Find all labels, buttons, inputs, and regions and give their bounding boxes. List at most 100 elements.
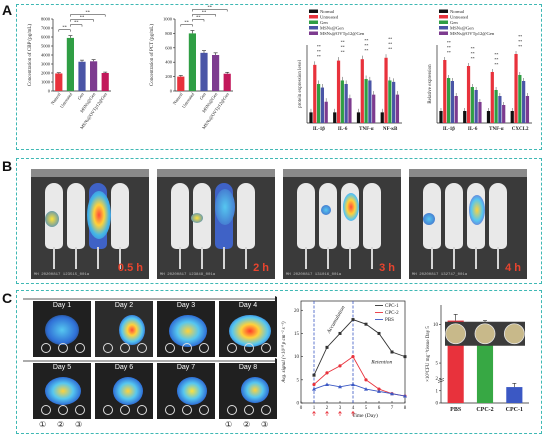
significance-label: ** bbox=[518, 34, 522, 39]
petri-dish bbox=[474, 323, 496, 345]
data-point bbox=[364, 378, 368, 382]
fluorescence-signal bbox=[215, 189, 235, 225]
site-number: ③ bbox=[261, 420, 269, 429]
day-image-3: Day 3 bbox=[157, 301, 215, 357]
bar bbox=[316, 84, 321, 123]
site-circle bbox=[137, 343, 147, 353]
timeline-arrows bbox=[23, 296, 277, 364]
site-circle bbox=[165, 405, 175, 415]
category-label: TNF-α bbox=[359, 127, 374, 132]
bar bbox=[395, 94, 400, 123]
day-label: Day 1 bbox=[52, 302, 72, 309]
significance-label: ** bbox=[364, 38, 368, 43]
data-point bbox=[390, 391, 394, 396]
category-label: CPC-2 bbox=[476, 407, 493, 413]
bar bbox=[55, 73, 63, 91]
panel-b: 0.5 h MH 20200817 123515_001a 2 h MH 202… bbox=[16, 158, 542, 284]
legend-label: Gen bbox=[450, 20, 458, 25]
legend-label: MSNs@Gen bbox=[320, 26, 344, 31]
site-circle bbox=[227, 405, 237, 415]
bar bbox=[380, 112, 384, 123]
significance-bracket bbox=[70, 14, 106, 17]
y-tick-label: 0 bbox=[297, 402, 300, 407]
bar bbox=[506, 387, 523, 403]
bar bbox=[454, 96, 458, 123]
significance-label: ** bbox=[341, 45, 345, 50]
day-label: Day 5 bbox=[52, 364, 72, 371]
bar bbox=[384, 57, 388, 123]
infection-signal bbox=[45, 315, 79, 345]
mouse-4 bbox=[111, 183, 129, 269]
imaging-frame-2: 2 h MH 20200817 123848_001a bbox=[157, 169, 275, 279]
data-point bbox=[325, 345, 329, 349]
category-label: CXCL2 bbox=[512, 127, 529, 132]
significance-label: ** bbox=[388, 47, 392, 52]
bar bbox=[344, 84, 348, 123]
legend-swatch bbox=[309, 20, 318, 24]
infection-signal bbox=[229, 315, 271, 347]
instrument-caption: MH 20200817 123848_001a bbox=[160, 273, 216, 277]
data-point bbox=[325, 382, 329, 386]
bar bbox=[502, 105, 506, 123]
data-point bbox=[312, 382, 316, 387]
day-image-4: Day 4 bbox=[219, 301, 277, 357]
day-label: Day 3 bbox=[176, 302, 196, 309]
legend-swatch bbox=[439, 26, 448, 30]
site-circle bbox=[199, 405, 209, 415]
site-number: ① bbox=[39, 420, 47, 429]
site-number: ② bbox=[57, 420, 65, 429]
category-label: Gen bbox=[198, 91, 207, 101]
significance-bracket bbox=[192, 9, 228, 12]
day-label: Day 7 bbox=[176, 364, 196, 371]
instrument-caption: MH 20200817 132747_001a bbox=[412, 273, 468, 277]
x-axis-label: Time (Day) bbox=[352, 412, 378, 419]
day-image-1: Day 1 bbox=[33, 301, 91, 357]
data-point bbox=[403, 394, 407, 398]
site-number: ③ bbox=[75, 420, 83, 429]
category-label: IL-6 bbox=[338, 127, 348, 132]
infection-signal bbox=[241, 377, 269, 403]
fluorescence-signal bbox=[343, 193, 359, 221]
category-label: PBS bbox=[450, 407, 462, 413]
site-number: ① bbox=[225, 420, 233, 429]
bar bbox=[348, 98, 352, 123]
data-point bbox=[325, 371, 329, 375]
time-label: 0.5 h bbox=[117, 262, 143, 274]
bar bbox=[340, 80, 344, 123]
significance-label: ** bbox=[341, 50, 345, 55]
category-label: IL-1β bbox=[313, 127, 325, 132]
time-label: 2 h bbox=[253, 262, 269, 274]
data-point bbox=[338, 364, 342, 368]
bar bbox=[439, 111, 443, 123]
site-circle bbox=[182, 343, 192, 353]
category-label: Untreated bbox=[181, 91, 196, 109]
significance-label: ** bbox=[518, 44, 522, 49]
fluorescence-signal bbox=[321, 205, 331, 215]
injection-arrow bbox=[351, 410, 355, 416]
data-point bbox=[364, 387, 368, 391]
site-circle bbox=[75, 343, 85, 353]
y-tick-label: 20 bbox=[294, 309, 300, 314]
significance-label: ** bbox=[317, 49, 321, 54]
panel-c: Day 1 Day 2 Day 3 Day 4 Day 5 Day 6 bbox=[16, 290, 542, 434]
data-point bbox=[390, 350, 394, 354]
y-tick-label: 1000 bbox=[41, 80, 51, 85]
fluorescence-signal bbox=[423, 213, 435, 225]
legend-label: Untreated bbox=[320, 15, 339, 20]
frame-top-bar bbox=[409, 169, 527, 177]
y-tick-label: 400 bbox=[165, 60, 173, 65]
data-point bbox=[403, 355, 407, 359]
category-label: IL-6 bbox=[468, 127, 478, 132]
y-tick-label: 7000 bbox=[41, 26, 51, 31]
fluorescence-signal bbox=[45, 211, 59, 227]
bar bbox=[372, 94, 376, 123]
y-tick-label: 1000 bbox=[163, 17, 173, 22]
y-tick-label: 1 bbox=[436, 389, 439, 394]
bar bbox=[177, 76, 185, 91]
category-label: Untreated bbox=[59, 91, 74, 109]
significance-label: ** bbox=[471, 56, 475, 61]
significance-label: ** bbox=[86, 10, 91, 15]
day-label: Day 8 bbox=[238, 364, 258, 371]
site-circle bbox=[199, 343, 209, 353]
